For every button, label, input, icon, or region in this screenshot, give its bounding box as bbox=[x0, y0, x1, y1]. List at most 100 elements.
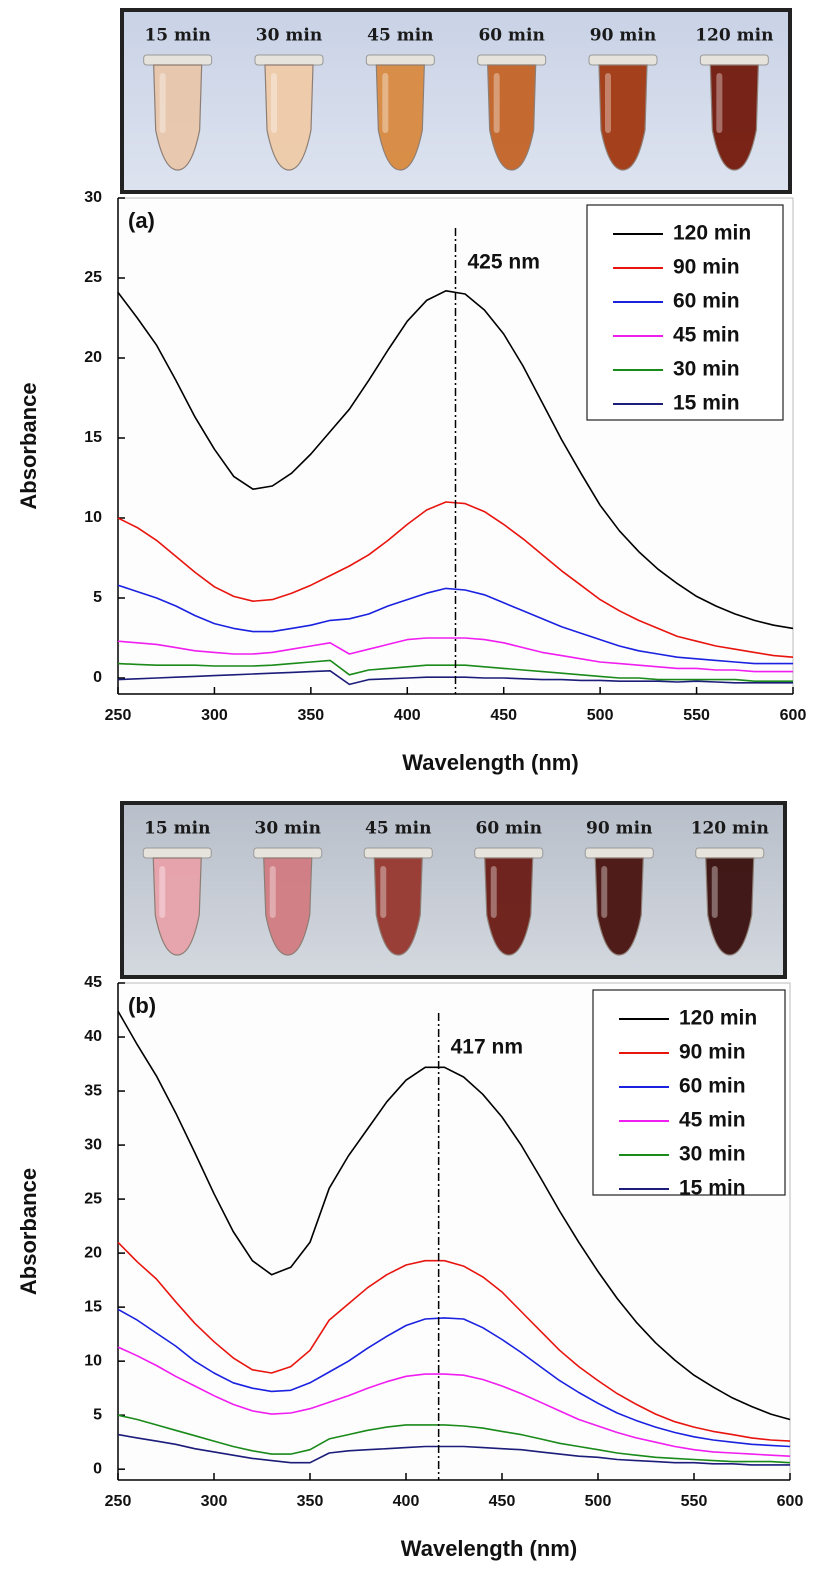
legend-label: 15 min bbox=[673, 392, 740, 415]
photo-label: 45 min bbox=[367, 26, 433, 46]
x-axis-label: Wavelength (nm) bbox=[401, 1536, 577, 1561]
series-line bbox=[117, 1308, 791, 1448]
photo-label: 15 min bbox=[144, 819, 210, 839]
x-tick-label: 400 bbox=[394, 707, 421, 724]
tube bbox=[709, 64, 759, 171]
tube-glare bbox=[382, 73, 389, 133]
x-tick-label: 500 bbox=[587, 707, 614, 724]
x-tick-label: 500 bbox=[585, 1493, 612, 1510]
x-tick-label: 350 bbox=[297, 1493, 324, 1510]
tube-cap bbox=[699, 54, 769, 66]
y-tick-label: 35 bbox=[84, 1082, 102, 1099]
y-tick-label: 15 bbox=[84, 429, 102, 446]
legend-label: 90 min bbox=[679, 1041, 746, 1064]
y-tick-label: 0 bbox=[93, 669, 102, 686]
x-tick-label: 550 bbox=[683, 707, 710, 724]
tube bbox=[263, 857, 313, 956]
tube-cap bbox=[588, 54, 658, 66]
photo-label: 30 min bbox=[256, 26, 322, 46]
y-tick-label: 0 bbox=[93, 1460, 102, 1477]
photo-label: 90 min bbox=[586, 819, 652, 839]
tube bbox=[373, 857, 423, 956]
x-tick-label: 250 bbox=[105, 707, 132, 724]
tube-glare bbox=[159, 73, 166, 133]
tube-glare bbox=[271, 73, 277, 133]
y-tick-label: 25 bbox=[84, 1190, 102, 1207]
panel-label: (b) bbox=[128, 993, 156, 1018]
y-axis-label: Absorbance bbox=[16, 1168, 41, 1295]
series-line bbox=[117, 1241, 791, 1442]
y-tick-label: 5 bbox=[93, 1406, 102, 1423]
y-tick-label: 5 bbox=[93, 589, 102, 606]
legend-label: 120 min bbox=[679, 1007, 757, 1030]
x-tick-label: 450 bbox=[489, 1493, 516, 1510]
photo-label: 90 min bbox=[590, 26, 656, 46]
x-tick-label: 400 bbox=[393, 1493, 420, 1510]
photo-label: 60 min bbox=[478, 26, 544, 46]
x-tick-label: 600 bbox=[777, 1493, 804, 1510]
y-tick-label: 20 bbox=[84, 349, 102, 366]
legend-label: 60 min bbox=[673, 290, 740, 313]
tube bbox=[484, 857, 534, 956]
photo-label: 15 min bbox=[144, 26, 210, 46]
tube-glare bbox=[159, 866, 166, 918]
y-tick-label: 45 bbox=[84, 974, 102, 991]
tube-cap bbox=[477, 54, 547, 66]
x-tick-label: 250 bbox=[105, 1493, 132, 1510]
photo-label: 45 min bbox=[365, 819, 431, 839]
panel-label: (a) bbox=[128, 208, 155, 233]
tube-glare bbox=[716, 73, 723, 133]
tube-cap bbox=[584, 847, 654, 859]
x-tick-label: 550 bbox=[681, 1493, 708, 1510]
tube-cap bbox=[142, 847, 212, 859]
tube-cap bbox=[143, 54, 213, 66]
tube-cap bbox=[365, 54, 435, 66]
tube-cap bbox=[253, 847, 323, 859]
tube-glare bbox=[490, 866, 497, 918]
y-tick-label: 30 bbox=[84, 1136, 102, 1153]
photo-frame bbox=[120, 801, 787, 979]
tube bbox=[152, 857, 202, 956]
peak-label: 417 nm bbox=[451, 1036, 523, 1059]
x-tick-label: 350 bbox=[298, 707, 325, 724]
y-tick-label: 10 bbox=[84, 1352, 102, 1369]
legend-label: 45 min bbox=[673, 324, 740, 347]
x-tick-label: 300 bbox=[201, 1493, 228, 1510]
series-line bbox=[117, 1346, 791, 1457]
tube-glare bbox=[493, 73, 500, 133]
tube bbox=[487, 64, 537, 171]
x-axis-label: Wavelength (nm) bbox=[402, 750, 578, 775]
legend-box bbox=[592, 989, 786, 1196]
legend-label: 45 min bbox=[679, 1109, 746, 1132]
tube-glare bbox=[380, 866, 387, 918]
tube-glare bbox=[601, 866, 608, 918]
legend-label: 120 min bbox=[673, 222, 751, 245]
y-tick-label: 30 bbox=[84, 189, 102, 206]
series-line bbox=[117, 637, 793, 673]
x-tick-label: 300 bbox=[201, 707, 228, 724]
tube-cap bbox=[474, 847, 544, 859]
tube-glare bbox=[605, 73, 611, 133]
y-tick-label: 25 bbox=[84, 269, 102, 286]
tube bbox=[264, 64, 314, 171]
photo-label: 120 min bbox=[695, 26, 773, 46]
x-tick-label: 600 bbox=[780, 707, 807, 724]
legend-label: 15 min bbox=[679, 1177, 746, 1200]
photo-frame bbox=[120, 8, 792, 194]
y-tick-label: 15 bbox=[84, 1298, 102, 1315]
tube bbox=[705, 857, 755, 956]
tube-cap bbox=[254, 54, 324, 66]
x-tick-label: 450 bbox=[490, 707, 517, 724]
legend-label: 30 min bbox=[679, 1143, 746, 1166]
photo-label: 30 min bbox=[255, 819, 321, 839]
tube-cap bbox=[363, 847, 433, 859]
tube-glare bbox=[269, 866, 276, 918]
series-line bbox=[117, 1414, 791, 1464]
legend-label: 60 min bbox=[679, 1075, 746, 1098]
legend-label: 90 min bbox=[673, 256, 740, 279]
series-line bbox=[117, 584, 793, 665]
y-tick-label: 40 bbox=[84, 1028, 102, 1045]
legend-box bbox=[586, 204, 784, 421]
tube bbox=[153, 64, 203, 171]
